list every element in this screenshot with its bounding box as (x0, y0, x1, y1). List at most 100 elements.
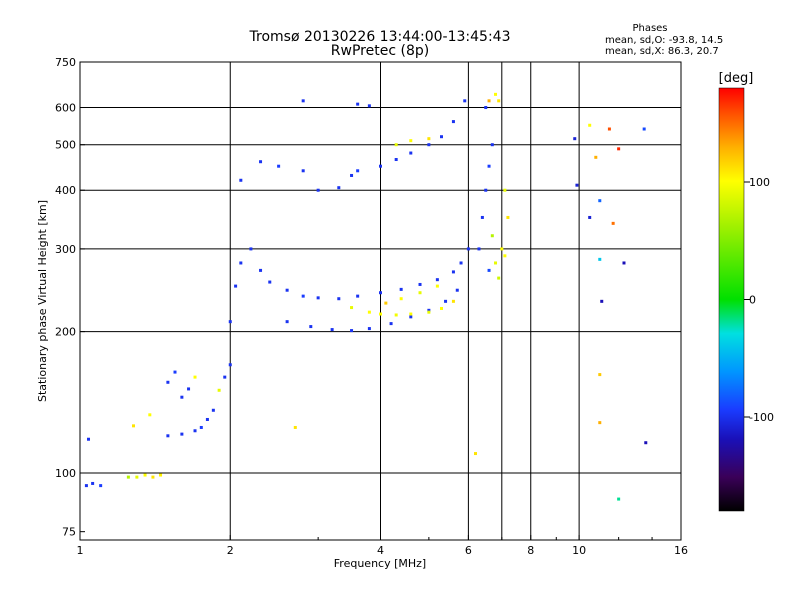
data-point (466, 247, 470, 251)
data-point (330, 328, 334, 332)
data-point (477, 247, 481, 251)
data-point (337, 186, 341, 190)
x-tick-label: 1 (77, 544, 84, 557)
data-point (367, 104, 371, 108)
x-axis-label: Frequency [MHz] (334, 557, 426, 570)
data-point (409, 151, 413, 155)
data-point (173, 370, 177, 374)
data-point (293, 425, 297, 429)
data-point (148, 413, 152, 417)
data-point (644, 441, 648, 445)
data-point (132, 424, 136, 428)
data-point (594, 155, 598, 159)
data-point (598, 373, 602, 377)
data-point (455, 288, 459, 292)
data-point (285, 320, 289, 324)
data-point (607, 127, 611, 131)
colorbar-tick-label: 100 (749, 176, 770, 189)
data-point (350, 329, 354, 333)
phases-line-x: mean, sd,X: 86.3, 20.7 (605, 46, 719, 57)
data-point (451, 120, 455, 124)
data-point (617, 497, 621, 501)
data-point (199, 425, 203, 429)
y-tick-label: 100 (55, 467, 76, 480)
data-point (356, 169, 360, 173)
data-point (490, 143, 494, 147)
data-point (193, 429, 197, 433)
data-point (394, 158, 398, 162)
data-point (500, 247, 504, 251)
colorbar-title: [deg] (719, 71, 754, 86)
data-point (91, 481, 95, 485)
data-point (487, 164, 491, 168)
x-tick-label: 10 (572, 544, 586, 557)
data-point (337, 297, 341, 301)
data-point (379, 291, 382, 295)
data-point (205, 417, 209, 421)
data-point (588, 215, 592, 219)
data-point (394, 143, 398, 147)
data-point (268, 280, 272, 284)
data-point (598, 199, 602, 203)
data-point (379, 164, 382, 168)
data-point (84, 484, 88, 488)
data-point (166, 380, 170, 384)
colorbar (718, 87, 745, 512)
data-point (611, 221, 615, 225)
data-point (193, 375, 197, 379)
data-point (356, 102, 360, 106)
colorbar-ticks: 100 0 -100 (744, 176, 774, 424)
x-tick-label: 2 (227, 544, 234, 557)
colorbar-tick-label: -100 (749, 411, 774, 424)
data-point (418, 291, 422, 295)
data-point (490, 234, 494, 238)
data-point (350, 306, 354, 310)
data-point (285, 288, 289, 292)
data-point (301, 99, 305, 103)
data-point (394, 313, 398, 317)
data-point (259, 268, 263, 272)
data-point (301, 294, 305, 298)
data-point (316, 188, 320, 192)
data-point (239, 261, 243, 265)
data-point (399, 297, 403, 301)
data-point (418, 282, 422, 286)
data-point (435, 284, 439, 288)
data-point (379, 312, 382, 316)
data-point (211, 408, 215, 412)
data-point (427, 137, 431, 141)
data-point (588, 123, 592, 127)
data-point (598, 421, 602, 425)
data-point (409, 139, 413, 143)
data-point (187, 387, 191, 391)
data-point (135, 475, 139, 479)
data-point (503, 188, 507, 192)
x-tick-label: 8 (527, 544, 534, 557)
data-point (451, 270, 455, 274)
data-point (459, 261, 463, 265)
data-point (239, 178, 243, 182)
data-point (309, 325, 313, 329)
data-point (409, 312, 413, 316)
data-point (427, 143, 431, 147)
data-point (126, 475, 130, 479)
data-point (575, 183, 579, 187)
data-point (409, 315, 413, 319)
data-point (350, 173, 354, 177)
grid (80, 62, 681, 540)
data-point (301, 169, 305, 173)
data-point (440, 306, 444, 310)
y-tick-label: 500 (55, 139, 76, 152)
data-point (427, 310, 431, 314)
x-tick-label: 6 (465, 544, 472, 557)
data-point (234, 284, 238, 288)
data-point (249, 247, 253, 251)
data-point (598, 257, 602, 261)
data-point (503, 254, 507, 258)
x-tick-label: 16 (674, 544, 688, 557)
data-point (384, 301, 388, 305)
data-point (451, 299, 455, 303)
data-point (497, 276, 501, 280)
data-point (228, 363, 232, 367)
